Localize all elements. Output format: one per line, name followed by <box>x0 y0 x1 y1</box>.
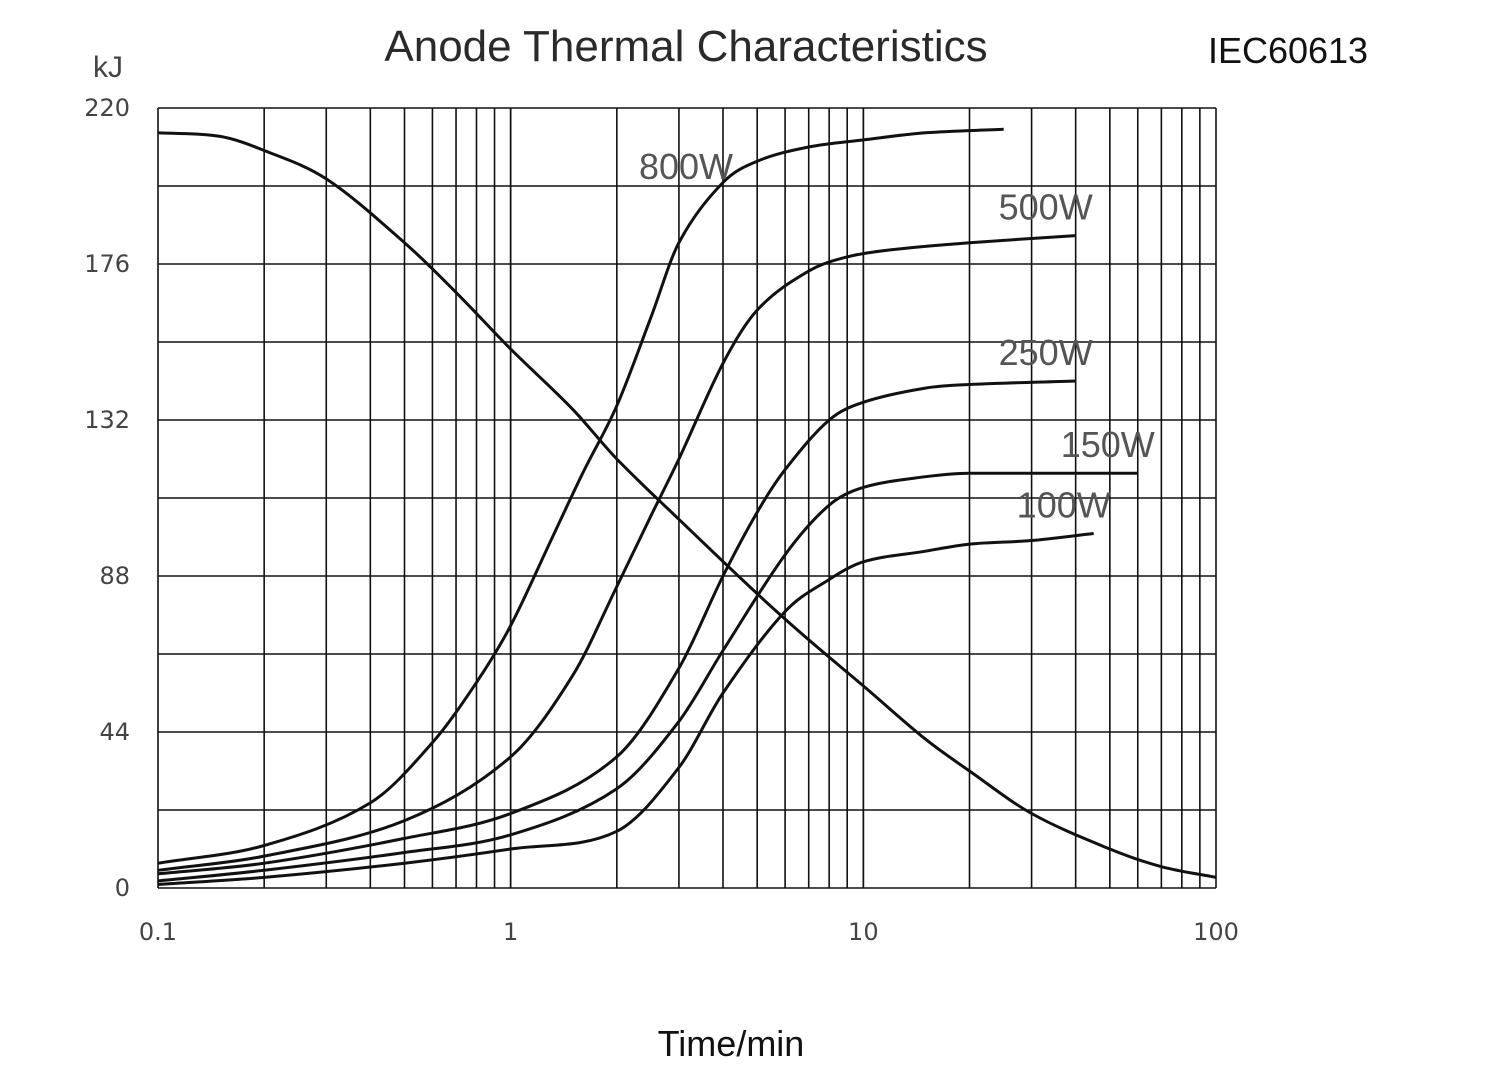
y-tick-label: 132 <box>84 406 130 434</box>
series-label-250w: 250W <box>999 332 1093 373</box>
series-label-150w: 150W <box>1061 424 1155 465</box>
curves <box>157 127 1217 886</box>
y-tick-label: 176 <box>84 250 130 278</box>
x-axis-label: Time/min <box>658 1023 805 1064</box>
chart-title: Anode Thermal Characteristics <box>384 22 987 71</box>
series-label-100w: 100W <box>1017 484 1111 525</box>
series-labels: 800W 500W 250W 150W 100W <box>639 146 1155 526</box>
curve-800w <box>157 127 1004 865</box>
curve-150w <box>157 471 1138 883</box>
curve-500w <box>157 234 1076 872</box>
x-tick-label: 100 <box>1193 918 1239 946</box>
grid <box>157 107 1217 889</box>
y-tick-label: 44 <box>99 718 130 746</box>
x-tick-label: 1 <box>503 918 518 946</box>
y-tick-label: 88 <box>99 562 130 590</box>
x-tick-label: 0.1 <box>139 918 177 946</box>
series-label-500w: 500W <box>999 187 1093 228</box>
curve-cooling <box>157 131 1217 879</box>
curve-250w <box>157 379 1076 876</box>
y-tick-label: 220 <box>84 94 130 122</box>
y-axis-unit: kJ <box>93 51 123 84</box>
x-tick-label: 10 <box>848 918 879 946</box>
y-tick-label: 0 <box>115 874 130 902</box>
tick-labels: 0.1 1 10 100 0 44 88 132 176 220 <box>84 94 1239 946</box>
standard-label: IEC60613 <box>1208 30 1368 71</box>
curve-100w <box>157 532 1094 886</box>
series-label-800w: 800W <box>639 146 733 187</box>
